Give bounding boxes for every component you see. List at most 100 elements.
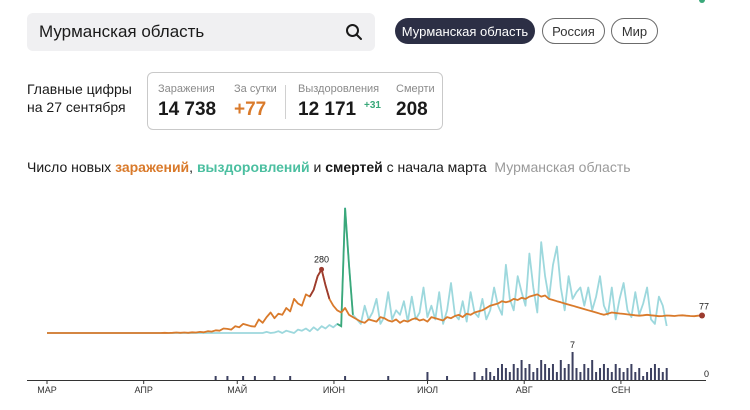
deaths-bar <box>606 368 609 380</box>
stats-card: Заражения 14 738 За сутки +77 Выздоровле… <box>147 72 443 130</box>
deaths-bar <box>614 364 617 380</box>
deaths-bar <box>516 368 519 380</box>
search-icon[interactable] <box>345 23 363 41</box>
x-tick-label: АПР <box>135 385 153 395</box>
deaths-bar <box>599 368 602 380</box>
deaths-bar <box>622 372 625 380</box>
chart-title-prefix: Число новых <box>27 159 116 175</box>
daily-label: За сутки <box>234 83 277 95</box>
chart-title-infections: заражений <box>115 159 190 175</box>
deaths-bar <box>473 372 476 380</box>
deaths-bar <box>214 376 217 380</box>
region-chip-russia[interactable]: Россия <box>542 18 605 44</box>
deaths-bar <box>583 364 586 380</box>
deaths-bar <box>485 368 488 380</box>
annotation-label: 31 <box>699 0 709 2</box>
deaths-bar <box>524 368 527 380</box>
headline-line1: Главные цифры <box>27 81 132 97</box>
x-tick-label: МАР <box>37 385 57 395</box>
x-tick-label: МАЙ <box>227 384 247 395</box>
deaths-bar <box>555 372 558 380</box>
x-tick-label: СЕН <box>611 385 630 395</box>
annotation-label: 77 <box>699 302 709 312</box>
deaths-bar <box>626 368 629 380</box>
deaths-bar <box>489 372 492 380</box>
deaths-bar <box>497 368 500 380</box>
chart-title-region: Мурманская область <box>494 159 631 175</box>
recoveries-value: 12 171 <box>298 99 357 120</box>
search-value[interactable]: Мурманская область <box>39 22 205 41</box>
deaths-bar <box>548 368 551 380</box>
deaths-bar <box>446 376 449 380</box>
deaths-bar <box>504 368 507 380</box>
deaths-bar <box>536 368 539 380</box>
deaths-bar <box>520 360 523 380</box>
deaths-bar <box>544 364 547 380</box>
deaths-bar <box>618 368 621 380</box>
deaths-bar <box>661 372 664 380</box>
deaths-bar <box>653 364 656 380</box>
stats-divider <box>285 85 286 119</box>
deaths-bar <box>508 372 511 380</box>
deaths-bar <box>630 364 633 380</box>
deaths-bar <box>273 376 276 380</box>
deaths-bar <box>242 376 245 380</box>
deaths-bar <box>540 360 543 380</box>
chart-title: Число новых заражений, выздоровлений и с… <box>27 159 631 175</box>
deaths-value: 208 <box>396 99 428 120</box>
deaths-bar <box>646 372 649 380</box>
deaths-bar <box>610 372 613 380</box>
chart-title-recoveries: выздоровлений <box>196 159 310 175</box>
infections-end-marker <box>699 312 705 319</box>
recoveries-spike-line <box>336 207 354 328</box>
deaths-bar <box>642 376 645 380</box>
recoveries-end-marker <box>699 0 705 3</box>
deaths-bar <box>634 372 637 380</box>
deaths-bar <box>567 364 570 380</box>
deaths-bar <box>587 368 590 380</box>
deaths-bar <box>493 376 496 380</box>
deaths-bar <box>551 364 554 380</box>
chart-title-suffix: с начала марта <box>382 159 487 175</box>
annotation-label: 280 <box>314 254 329 264</box>
x-tick-label: ИЮЛ <box>417 385 438 395</box>
infections-peak-marker <box>319 266 325 272</box>
deaths-label: Смерти <box>396 83 435 95</box>
infections-line <box>47 268 703 334</box>
deaths-bar <box>481 376 484 380</box>
deaths-bar <box>579 372 582 380</box>
deaths-bar <box>595 372 598 380</box>
infections-value: 14 738 <box>158 99 217 120</box>
deaths-bar <box>563 368 566 380</box>
recoveries-line <box>47 207 668 334</box>
deaths-bar <box>571 352 574 380</box>
deaths-bar <box>575 368 578 380</box>
deaths-bar <box>500 364 503 380</box>
chart-title-sep2: и <box>309 159 326 175</box>
deaths-bar <box>528 364 531 380</box>
x-tick-label: ИЮН <box>323 385 345 395</box>
daily-value: +77 <box>234 99 267 120</box>
headline: Главные цифры на 27 сентября <box>27 80 132 116</box>
deaths-bar <box>344 376 347 380</box>
deaths-bar <box>650 368 653 380</box>
recoveries-label: Выздоровления <box>298 83 380 95</box>
region-chip-world[interactable]: Мир <box>611 18 658 44</box>
chart-title-sep1: , <box>189 159 197 175</box>
deaths-bar <box>253 376 256 380</box>
annotation-label: 0 <box>704 369 709 379</box>
region-chip-murmansk[interactable]: Мурманская область <box>395 18 535 44</box>
deaths-bar <box>426 372 429 380</box>
infections-peak-line <box>309 267 331 300</box>
deaths-bar <box>602 364 605 380</box>
deaths-bar <box>387 376 390 380</box>
x-tick-label: АВГ <box>516 385 533 395</box>
search-input[interactable]: Мурманская область <box>27 13 375 51</box>
deaths-bar <box>289 376 292 380</box>
deaths-bar <box>559 360 562 380</box>
annotation-label: 7 <box>570 340 575 350</box>
deaths-bar <box>226 376 229 380</box>
infections-label: Заражения <box>158 83 215 95</box>
deaths-bar <box>638 368 641 380</box>
